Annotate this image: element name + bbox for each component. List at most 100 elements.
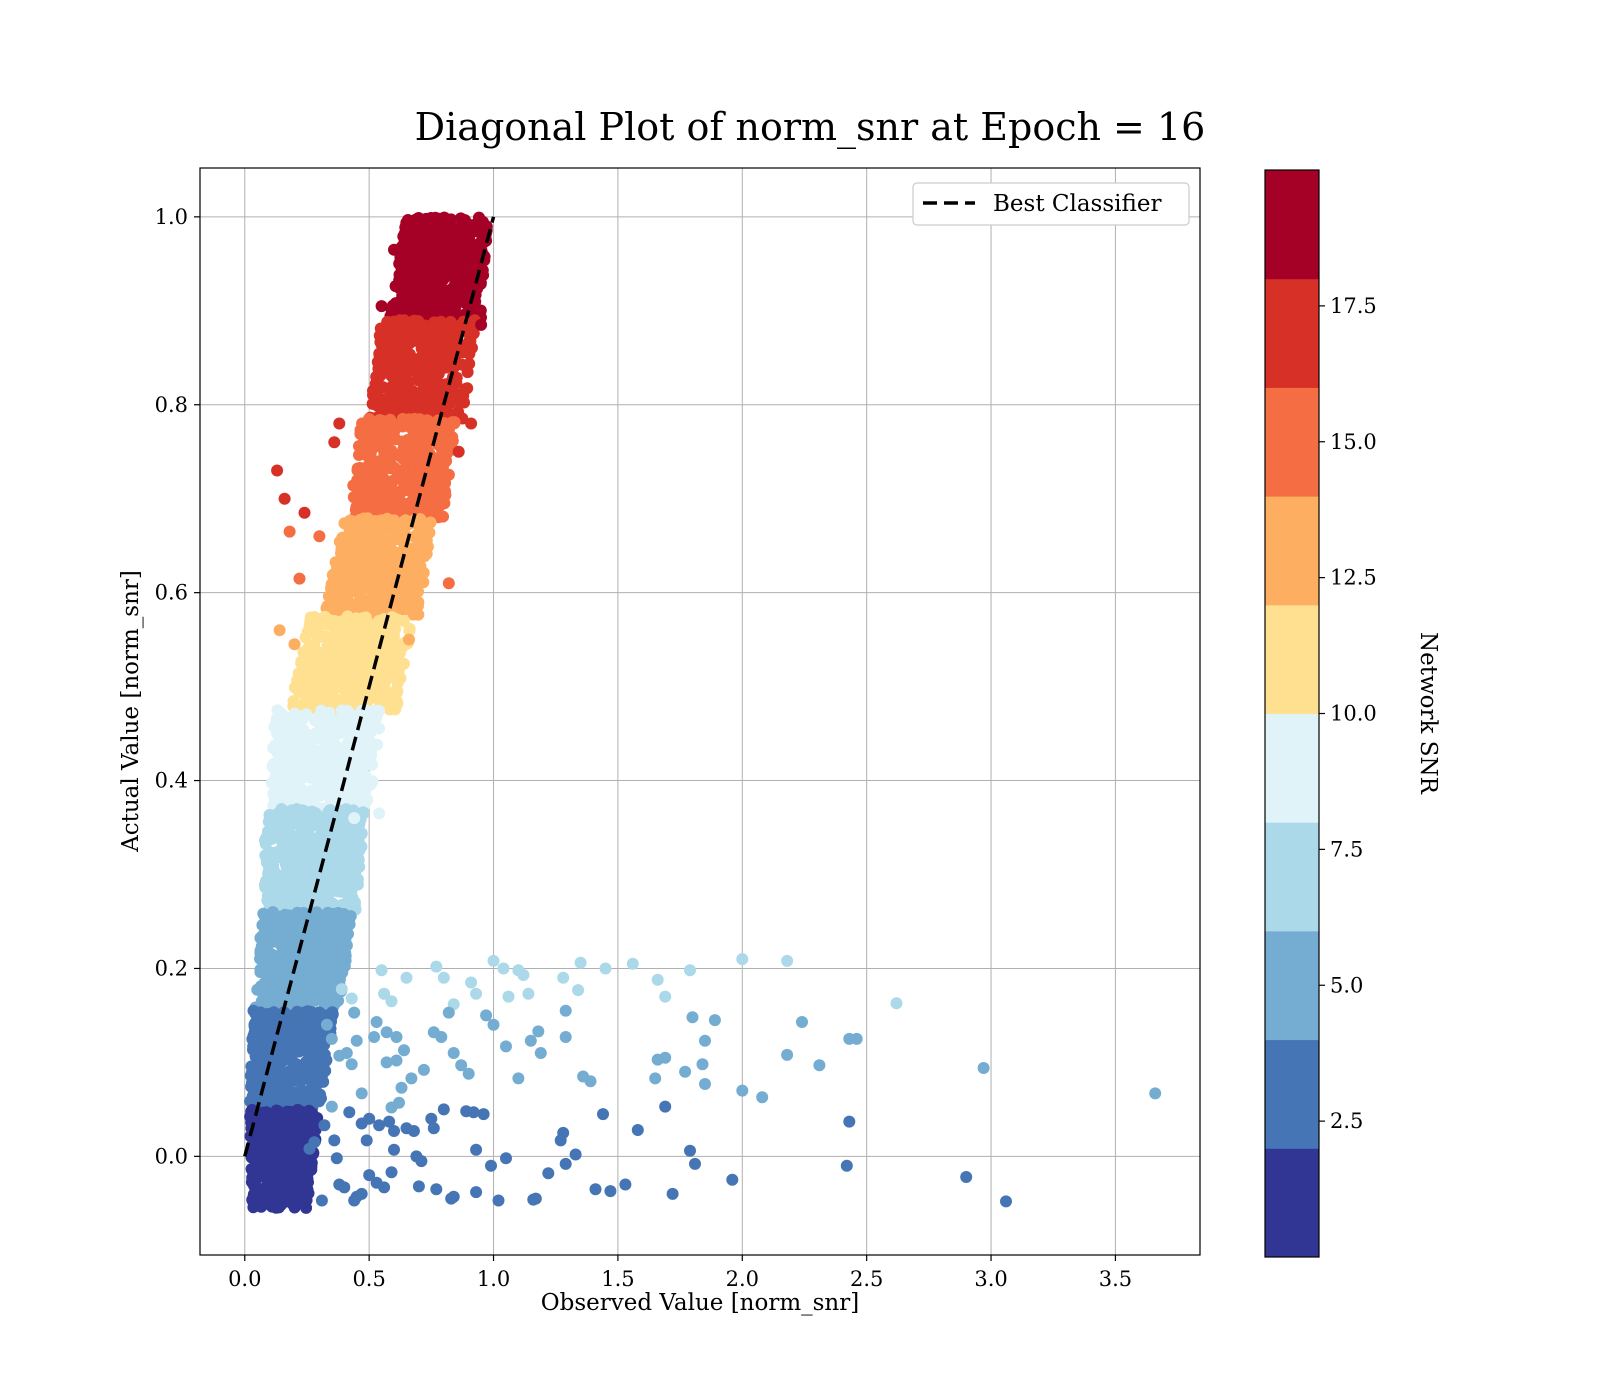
colorbar-bin xyxy=(1265,1148,1319,1258)
scatter-point xyxy=(497,962,510,975)
scatter-point xyxy=(273,768,286,781)
scatter-point xyxy=(325,636,338,649)
scatter-point xyxy=(502,990,515,1003)
scatter-point xyxy=(395,1081,408,1094)
scatter-point xyxy=(380,1056,393,1069)
scatter-point xyxy=(269,1190,282,1203)
x-tick-label: 3.5 xyxy=(1099,1267,1132,1291)
scatter-point xyxy=(263,878,276,891)
scatter-point xyxy=(283,843,296,856)
scatter-point xyxy=(781,954,794,967)
scatter-point xyxy=(343,918,356,931)
scatter-point xyxy=(366,758,379,771)
scatter-point xyxy=(256,1034,269,1047)
scatter-point xyxy=(425,487,438,499)
scatter-point xyxy=(386,299,399,312)
scatter-point xyxy=(402,501,415,514)
scatter-point xyxy=(387,545,400,558)
scatter-point xyxy=(659,1100,672,1113)
scatter-point xyxy=(279,1010,292,1023)
scatter-point xyxy=(280,947,293,960)
scatter-point xyxy=(310,906,323,919)
scatter-point xyxy=(335,819,348,832)
scatter-point xyxy=(412,608,425,621)
scatter-point xyxy=(532,1025,545,1038)
scatter-point xyxy=(390,600,403,613)
scatter-point xyxy=(345,992,358,1005)
scatter-point xyxy=(437,510,449,523)
scatter-point xyxy=(320,1018,333,1031)
scatter-point xyxy=(379,336,392,349)
colorbar-bin xyxy=(1265,604,1319,714)
scatter-point xyxy=(297,1014,310,1027)
scatter-point xyxy=(288,992,301,1005)
scatter-point xyxy=(291,1187,304,1200)
scatter-point xyxy=(684,964,696,977)
scatter-point xyxy=(258,910,271,923)
scatter-point xyxy=(475,318,488,331)
x-tick-label: 1.0 xyxy=(477,1267,510,1291)
scatter-point xyxy=(335,704,348,717)
scatter-point xyxy=(407,588,420,601)
scatter-point xyxy=(557,1126,570,1139)
scatter-point xyxy=(365,641,378,654)
scatter-point xyxy=(378,447,391,460)
colorbar-bin xyxy=(1265,1039,1319,1149)
scatter-point xyxy=(368,546,381,559)
scatter-point xyxy=(311,920,324,933)
scatter-point xyxy=(574,956,587,969)
scatter-point xyxy=(781,1048,794,1061)
scatter-point xyxy=(271,464,284,477)
scatter-point xyxy=(309,966,322,979)
x-tick-label: 0.0 xyxy=(228,1267,261,1291)
scatter-point xyxy=(569,1148,582,1161)
colorbar-bin xyxy=(1265,387,1319,497)
colorbar-bin xyxy=(1265,930,1319,1041)
scatter-point xyxy=(631,1124,644,1136)
y-tick-label: 1.0 xyxy=(155,205,188,229)
scatter-point xyxy=(522,987,535,1000)
scatter-point xyxy=(487,954,500,967)
scatter-point xyxy=(411,574,424,587)
scatter-point xyxy=(388,635,401,648)
scatter-point xyxy=(377,655,390,667)
scatter-point xyxy=(393,449,406,462)
scatter-point xyxy=(403,624,416,637)
scatter-point xyxy=(426,261,439,274)
scatter-point xyxy=(276,870,289,883)
scatter-point xyxy=(444,315,457,328)
scatter-point xyxy=(500,1152,512,1165)
scatter-point xyxy=(262,815,275,828)
scatter-point xyxy=(256,1010,269,1023)
scatter-point xyxy=(1000,1195,1012,1208)
scatter-point xyxy=(397,614,410,627)
scatter-point xyxy=(429,424,442,437)
scatter-point xyxy=(348,812,361,825)
scatter-point xyxy=(447,1047,460,1059)
scatter-point xyxy=(283,525,296,538)
scatter-point xyxy=(406,424,419,436)
scatter-point xyxy=(447,265,459,278)
scatter-point xyxy=(405,1072,418,1085)
scatter-point xyxy=(326,620,339,633)
scatter-point xyxy=(363,1169,376,1182)
scatter-point xyxy=(362,650,375,663)
scatter-point xyxy=(448,417,461,430)
scatter-point xyxy=(492,1194,505,1207)
scatter-point xyxy=(435,328,448,341)
colorbar-tick-label: 15.0 xyxy=(1330,430,1377,454)
scatter-point xyxy=(626,957,639,970)
scatter-point xyxy=(321,906,334,919)
scatter-point xyxy=(414,536,427,549)
scatter-point xyxy=(330,943,342,956)
scatter-point xyxy=(393,1096,405,1109)
scatter-point xyxy=(404,299,417,312)
scatter-point xyxy=(375,964,388,977)
scatter-point xyxy=(659,1051,672,1064)
scatter-point xyxy=(396,412,409,425)
scatter-point xyxy=(470,1186,483,1199)
scatter-point xyxy=(390,685,403,698)
scatter-point xyxy=(512,1072,525,1085)
scatter-point xyxy=(726,1173,739,1186)
